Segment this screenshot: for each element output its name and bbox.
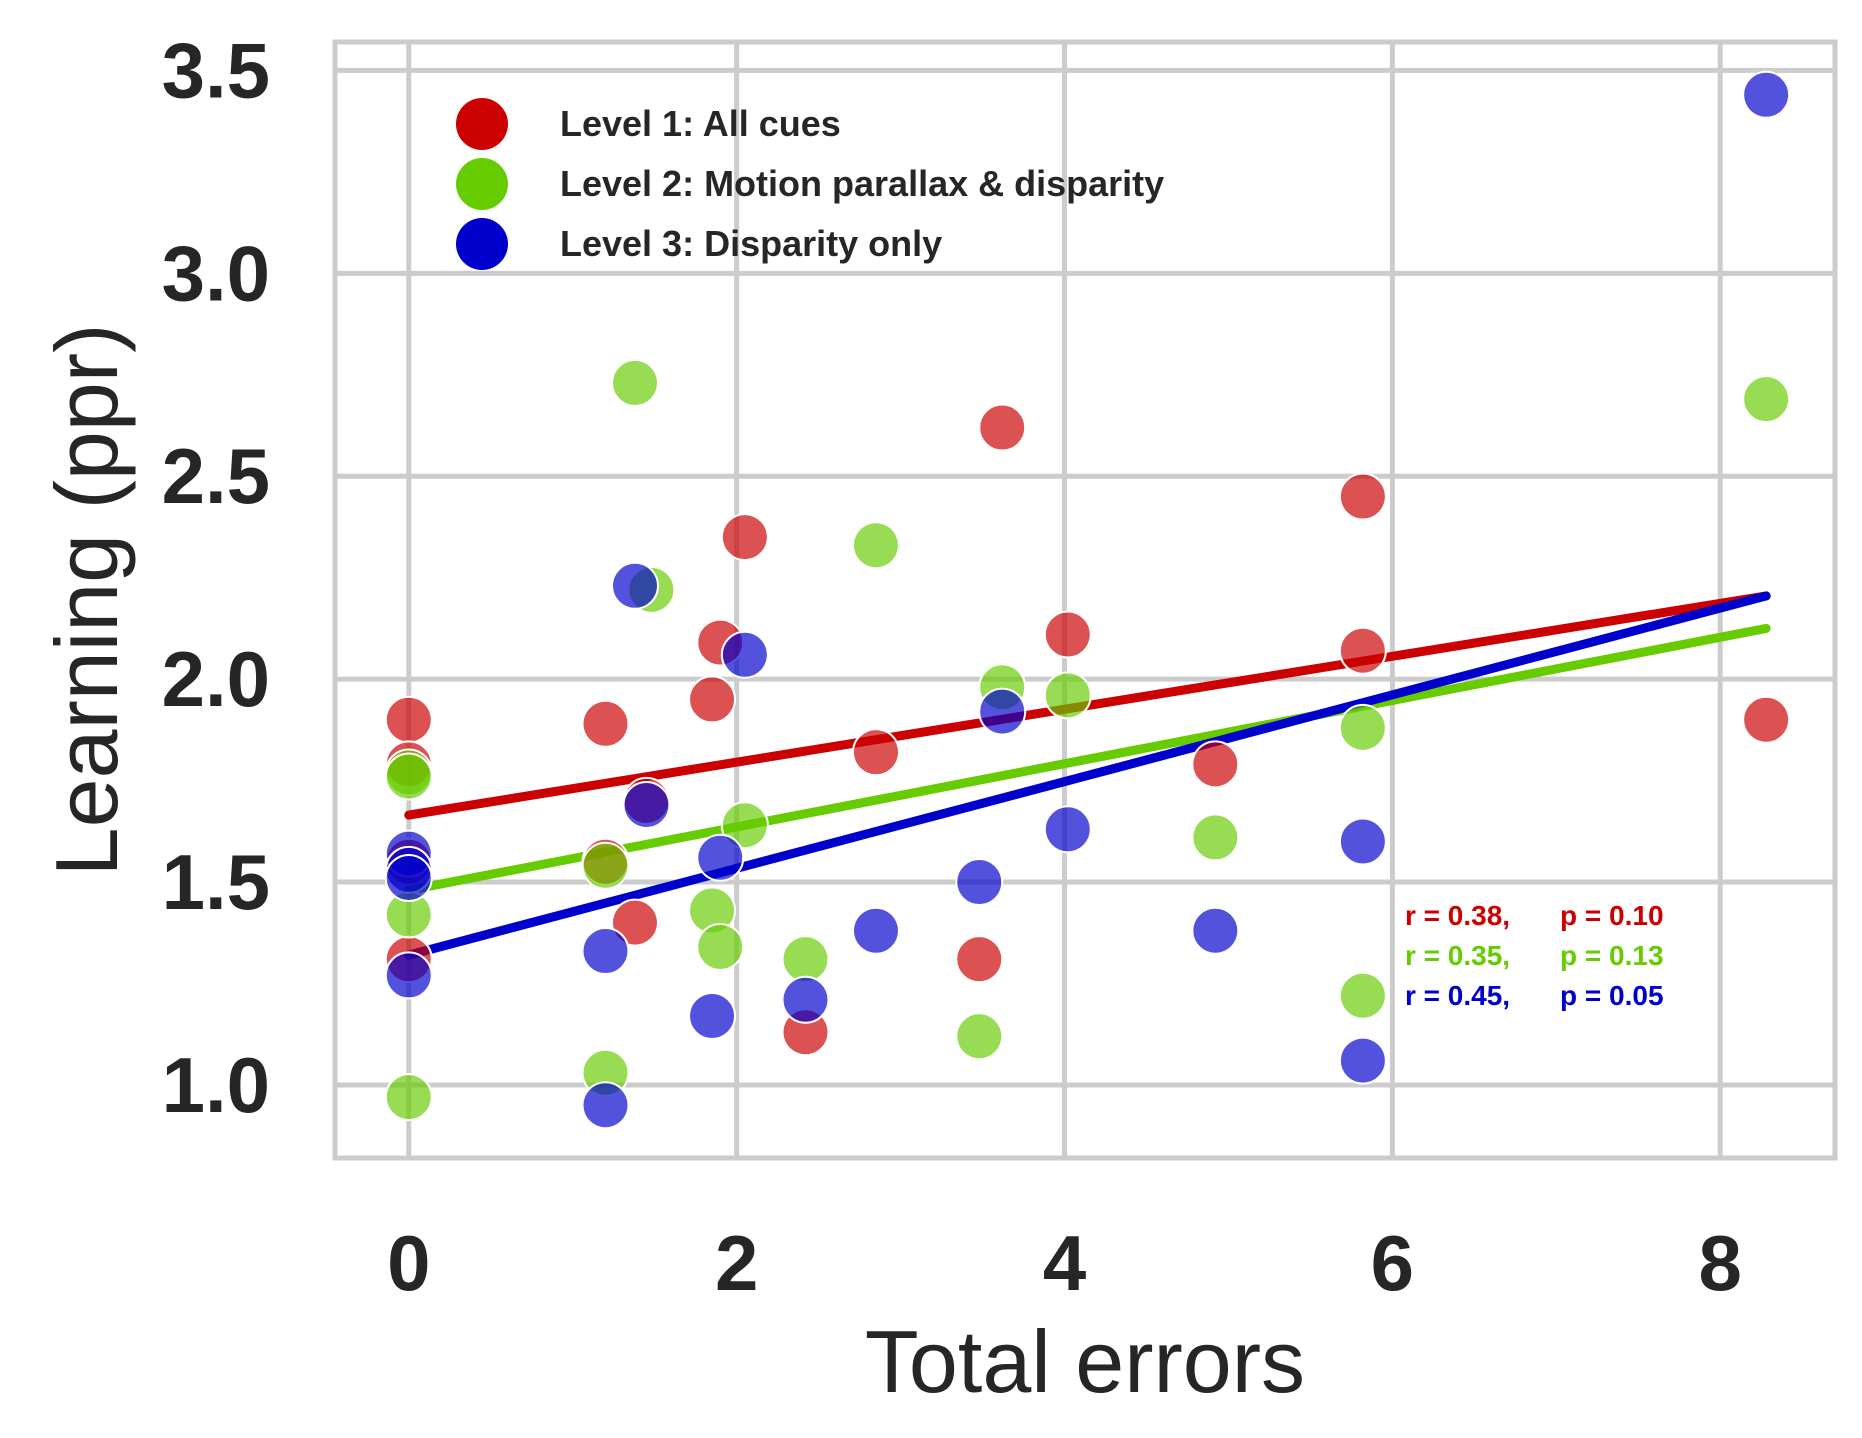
scatter-point-level-1 xyxy=(978,403,1027,452)
stat-p-level-1: p = 0.10 xyxy=(1560,900,1664,931)
stat-p-level-2: p = 0.13 xyxy=(1560,940,1664,971)
scatter-point-level-3 xyxy=(978,687,1027,736)
y-tick-label: 1.0 xyxy=(162,1041,270,1129)
scatter-point-level-2 xyxy=(1742,375,1791,424)
scatter-point-level-3 xyxy=(622,780,671,829)
legend-marker-level-2 xyxy=(456,158,508,210)
scatter-point-level-2 xyxy=(611,358,659,407)
scatter-point-level-1 xyxy=(581,699,630,748)
y-tick-label: 3.5 xyxy=(162,26,270,114)
scatter-point-level-2 xyxy=(1338,971,1387,1020)
plot-frame xyxy=(332,39,1838,1161)
scatter-point-level-1 xyxy=(720,513,769,562)
stat-r-level-1: r = 0.38, xyxy=(1405,900,1510,931)
scatter-point-level-1 xyxy=(1191,740,1240,789)
scatter-point-level-3 xyxy=(1742,70,1791,119)
scatter-point-level-2 xyxy=(581,841,630,890)
scatter-point-level-2 xyxy=(1338,703,1387,752)
x-axis-label: Total errors xyxy=(865,1312,1305,1411)
y-tick-label: 2.5 xyxy=(162,432,270,520)
scatter-point-level-1 xyxy=(1742,695,1791,744)
scatter-point-level-3 xyxy=(1338,1036,1387,1085)
scatter-point-level-3 xyxy=(1338,817,1387,866)
x-tick-label: 8 xyxy=(1699,1219,1742,1307)
scatter-point-level-3 xyxy=(581,927,630,976)
correlation-stats: r = 0.38, p = 0.10 r = 0.35, p = 0.13 r … xyxy=(1405,900,1664,1011)
scatter-point-level-3 xyxy=(1191,906,1240,955)
scatter-point-level-1 xyxy=(688,675,737,724)
scatter-point-level-3 xyxy=(696,833,745,882)
legend-label-level-2: Level 2: Motion parallax & disparity xyxy=(560,163,1164,204)
scatter-point-level-1 xyxy=(955,935,1004,984)
legend-marker-level-1 xyxy=(456,98,508,150)
legend-marker-level-3 xyxy=(456,218,508,270)
legend: Level 1: All cues Level 2: Motion parall… xyxy=(456,98,1164,270)
scatter-point-level-3 xyxy=(720,630,769,679)
x-tick-label: 6 xyxy=(1371,1219,1414,1307)
scatter-point-level-2 xyxy=(384,1073,433,1122)
scatter-point-level-3 xyxy=(1043,805,1092,854)
x-tick-labels: 0 2 4 6 8 xyxy=(387,1219,1742,1307)
fit-line-level-2 xyxy=(404,623,1771,895)
scatter-point-level-3 xyxy=(581,1081,630,1130)
y-axis-label: Learning (ppr) xyxy=(37,324,136,877)
scatter-point-level-2 xyxy=(851,521,900,570)
data-points xyxy=(384,70,1791,1130)
scatter-point-level-2 xyxy=(955,1012,1004,1061)
legend-label-level-3: Level 3: Disparity only xyxy=(560,223,942,264)
y-tick-label: 1.5 xyxy=(162,838,270,926)
scatter-point-level-1 xyxy=(611,898,659,947)
scatter-point-level-3 xyxy=(688,991,737,1040)
scatter-point-level-1 xyxy=(384,695,433,744)
scatter-point-level-3 xyxy=(955,858,1004,907)
scatter-point-level-1 xyxy=(851,728,900,777)
y-tick-labels: 1.0 1.5 2.0 2.5 3.0 3.5 xyxy=(162,26,270,1129)
stat-r-level-2: r = 0.35, xyxy=(1405,940,1510,971)
legend-label-level-1: Level 1: All cues xyxy=(560,103,841,144)
scatter-point-level-3 xyxy=(781,975,830,1024)
scatter-point-level-1 xyxy=(1043,610,1092,659)
x-tick-label: 4 xyxy=(1043,1219,1086,1307)
scatter-point-level-2 xyxy=(696,922,745,971)
scatter-point-level-1 xyxy=(1338,626,1387,675)
scatter-point-level-2 xyxy=(781,935,830,984)
stat-r-level-3: r = 0.45, xyxy=(1405,980,1510,1011)
scatter-point-level-3 xyxy=(611,561,659,610)
scatter-point-level-2 xyxy=(384,752,433,801)
fit-line-level-3 xyxy=(404,591,1771,960)
scatter-point-level-3 xyxy=(384,853,433,902)
stat-p-level-3: p = 0.05 xyxy=(1560,980,1664,1011)
scatter-point-level-2 xyxy=(720,801,769,850)
scatter-point-level-1 xyxy=(1338,472,1387,521)
y-tick-label: 3.0 xyxy=(162,229,270,317)
scatter-point-level-2 xyxy=(1043,671,1092,720)
scatter-point-level-3 xyxy=(384,951,433,1000)
x-tick-label: 0 xyxy=(387,1219,430,1307)
y-tick-label: 2.0 xyxy=(162,635,270,723)
x-tick-label: 2 xyxy=(715,1219,758,1307)
scatter-point-level-3 xyxy=(851,906,900,955)
scatter-point-level-2 xyxy=(1191,813,1240,862)
